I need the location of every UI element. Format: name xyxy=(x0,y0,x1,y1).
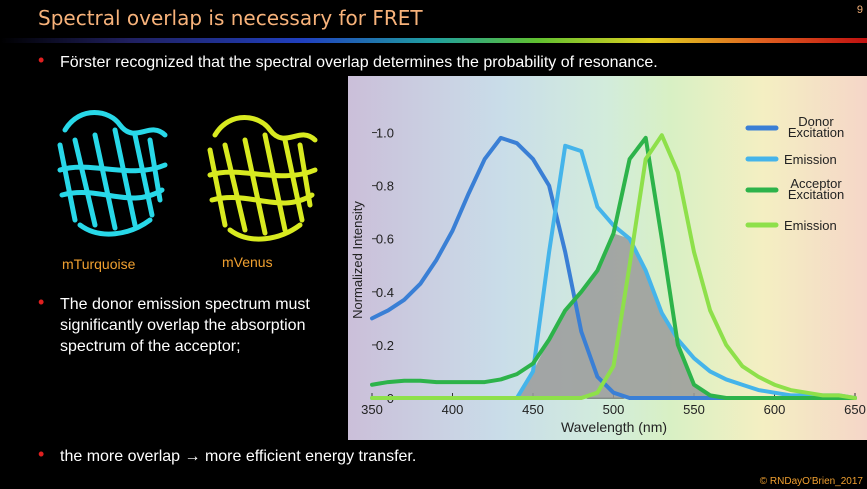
chart: Normalized Intensity Wavelength (nm) 00.… xyxy=(348,76,867,440)
footer: © RNDayO'Brien_2017 xyxy=(759,476,863,487)
mturquoise-structure xyxy=(57,110,168,237)
series-line xyxy=(370,135,857,400)
y-tick-label: 0.4 xyxy=(376,285,394,300)
y-axis-label: Normalized Intensity xyxy=(350,201,365,319)
bullet-text: The donor emission spectrum must signifi… xyxy=(60,296,310,355)
x-tick-label: 450 xyxy=(522,402,544,417)
bullet-text: Förster recognized that the spectral ove… xyxy=(60,54,658,71)
y-tick-label: 1.0 xyxy=(376,126,394,141)
slide-title: Spectral overlap is necessary for FRET xyxy=(38,6,423,30)
bullet-marker: • xyxy=(38,50,45,70)
page-number: 9 xyxy=(856,4,863,16)
x-axis-label: Wavelength (nm) xyxy=(561,419,667,435)
x-tick-label: 650 xyxy=(844,402,866,417)
x-tick-label: 500 xyxy=(603,402,625,417)
bullet-marker: • xyxy=(38,444,45,464)
y-tick-label: 0.6 xyxy=(376,232,394,247)
bullet-marker: • xyxy=(38,292,45,312)
y-tick-label: 0.2 xyxy=(376,338,394,353)
rainbow-rule xyxy=(0,38,867,43)
mvenus-structure xyxy=(207,115,318,242)
series-line xyxy=(370,133,857,400)
overlap-area xyxy=(372,233,855,398)
x-tick-label: 400 xyxy=(442,402,464,417)
image-label: mTurquoise xyxy=(62,256,136,272)
x-tick-label: 600 xyxy=(764,402,786,417)
legend-label: Emission xyxy=(784,152,837,167)
image-label: mVenus xyxy=(222,254,273,270)
y-tick-label: 0.8 xyxy=(376,179,394,194)
legend-label: Emission xyxy=(784,218,837,233)
legend-label: Acceptor Excitation xyxy=(788,176,844,202)
x-tick-label: 550 xyxy=(683,402,705,417)
protein-images xyxy=(57,110,318,242)
x-tick-label: 350 xyxy=(361,402,383,417)
bullet-text: the more overlap → more efficient energy… xyxy=(60,448,417,465)
legend-label: Donor Excitation xyxy=(788,114,844,140)
